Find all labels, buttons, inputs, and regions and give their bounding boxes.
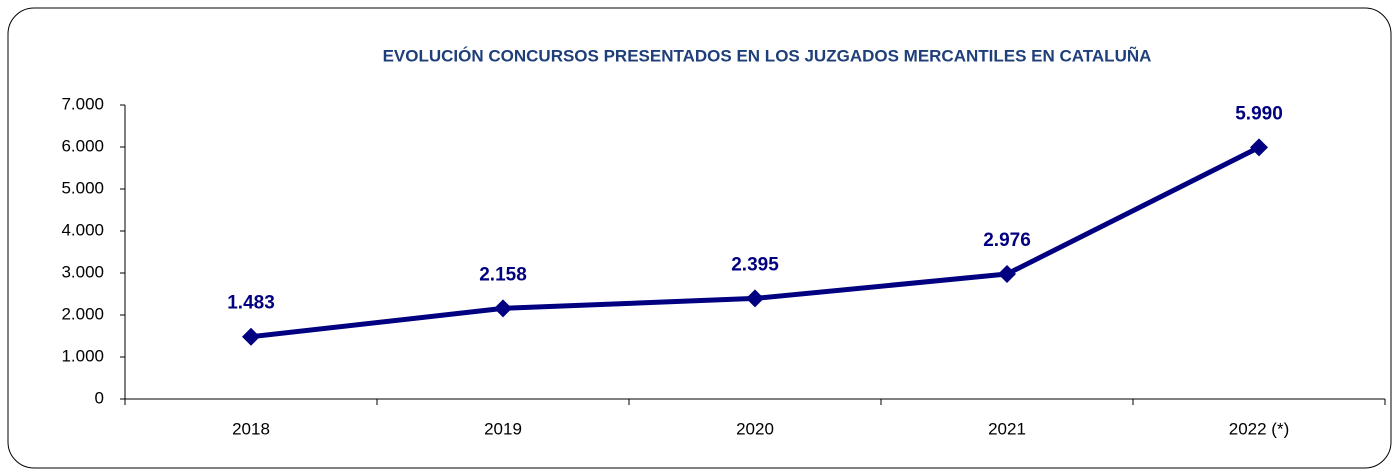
x-tick-label: 2019 — [484, 419, 522, 438]
x-tick-label: 2018 — [232, 419, 270, 438]
marker — [242, 327, 260, 346]
marker — [998, 265, 1016, 284]
chart-title: EVOLUCIÓN CONCURSOS PRESENTADOS EN LOS J… — [383, 45, 1152, 65]
y-tick-label: 0 — [95, 388, 104, 407]
y-tick-label: 6.000 — [61, 136, 104, 155]
marker — [1250, 138, 1268, 157]
y-tick-label: 3.000 — [61, 262, 104, 281]
y-tick-label: 1.000 — [61, 346, 104, 365]
y-tick-label: 7.000 — [61, 94, 104, 113]
chart-border — [7, 7, 1392, 469]
y-tick-label: 2.000 — [61, 304, 104, 323]
y-tick-label: 5.000 — [61, 178, 104, 197]
value-label: 5.990 — [1235, 103, 1283, 124]
marker — [746, 289, 764, 308]
x-tick-label: 2020 — [736, 419, 774, 438]
value-label: 2.395 — [731, 254, 779, 275]
x-tick-label: 2022 (*) — [1229, 419, 1289, 438]
marker — [494, 299, 512, 318]
x-tick-label: 2021 — [988, 419, 1026, 438]
value-label: 1.483 — [227, 293, 275, 314]
y-tick-label: 4.000 — [61, 220, 104, 239]
value-label: 2.158 — [479, 264, 527, 285]
value-label: 2.976 — [983, 230, 1031, 251]
